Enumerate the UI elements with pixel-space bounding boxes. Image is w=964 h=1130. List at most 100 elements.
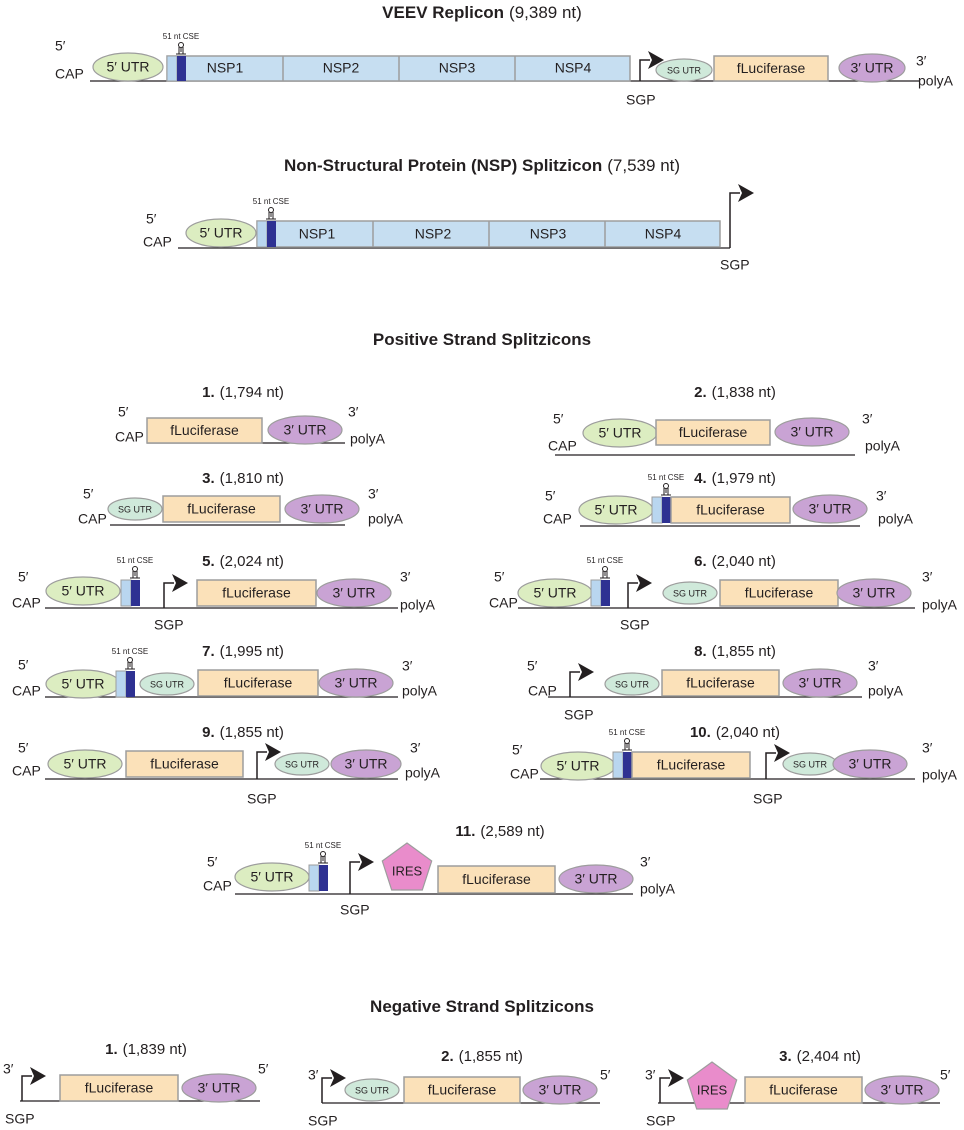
utr-label: 3′ UTR bbox=[300, 501, 343, 517]
cse-light bbox=[651, 496, 663, 524]
heading-bold: 3. bbox=[779, 1048, 792, 1065]
end-label: polyA bbox=[400, 597, 436, 613]
gene-box bbox=[146, 417, 263, 444]
heading: 4. (1,979 nt) bbox=[694, 470, 776, 487]
end-label: 5′ bbox=[18, 569, 29, 585]
gene-label: fLuciferase bbox=[657, 757, 726, 773]
end-label: CAP bbox=[489, 595, 518, 611]
heading: 7. (1,995 nt) bbox=[202, 643, 284, 660]
cse-light bbox=[256, 220, 268, 248]
cse-label: 51 nt CSE bbox=[587, 556, 623, 565]
heading-bold: 11. bbox=[455, 823, 475, 840]
utr bbox=[836, 578, 912, 608]
sgp-arrowhead bbox=[330, 1069, 346, 1087]
gene-box bbox=[631, 751, 751, 779]
segment-label: NSP3 bbox=[439, 60, 476, 76]
cse-hairpin bbox=[176, 47, 186, 55]
utr-label: 5′ UTR bbox=[61, 583, 104, 599]
gene-label: fLuciferase bbox=[170, 422, 239, 438]
heading-bold: Non-Structural Protein (NSP) Splitzicon bbox=[284, 156, 602, 175]
gene-box bbox=[162, 495, 281, 523]
end-label: 3′ bbox=[922, 569, 933, 585]
cse-light bbox=[308, 864, 320, 892]
utr-label: 5′ UTR bbox=[61, 676, 104, 692]
cse-dark bbox=[319, 865, 328, 891]
heading: 5. (2,024 nt) bbox=[202, 553, 284, 570]
utr-label: 3′ UTR bbox=[880, 1082, 923, 1098]
heading: Non-Structural Protein (NSP) Splitzicon (… bbox=[284, 156, 680, 175]
utr bbox=[45, 576, 121, 606]
gene-box bbox=[403, 1076, 521, 1104]
end-label: polyA bbox=[402, 683, 438, 699]
end-label: polyA bbox=[405, 765, 441, 781]
heading-length: (2,040 nt) bbox=[716, 724, 780, 741]
utr-label: 5′ UTR bbox=[250, 869, 293, 885]
end-label: 5′ bbox=[545, 488, 556, 504]
end-label: 5′ bbox=[940, 1067, 951, 1083]
heading-bold: VEEV Replicon bbox=[382, 3, 504, 22]
segment-label: NSP4 bbox=[555, 60, 592, 76]
cse-hairpin bbox=[130, 571, 140, 579]
heading: Positive Strand Splitzicons bbox=[373, 330, 591, 349]
sgp-label: SGP bbox=[308, 1113, 338, 1129]
heading-bold: 5. bbox=[202, 553, 215, 570]
heading: 3. (2,404 nt) bbox=[779, 1048, 861, 1065]
utr bbox=[107, 497, 163, 521]
end-label: CAP bbox=[548, 438, 577, 454]
gene-label: fLuciferase bbox=[224, 675, 293, 691]
cse-hairpin bbox=[266, 212, 276, 220]
end-label: 3′ bbox=[876, 488, 887, 504]
utr-label: SG UTR bbox=[355, 1085, 390, 1095]
end-label: CAP bbox=[115, 429, 144, 445]
end-label: CAP bbox=[78, 511, 107, 527]
heading-length: (1,979 nt) bbox=[712, 470, 776, 487]
utr-label: SG UTR bbox=[285, 759, 320, 769]
sgp-arrow bbox=[569, 671, 580, 697]
utr-label: 5′ UTR bbox=[533, 585, 576, 601]
gene-label: fLuciferase bbox=[462, 871, 531, 887]
utr-label: 3′ UTR bbox=[344, 756, 387, 772]
utr-label: 3′ UTR bbox=[848, 756, 891, 772]
sgp-arrow bbox=[729, 192, 740, 248]
utr bbox=[558, 864, 634, 894]
ires-label: IRES bbox=[697, 1082, 728, 1097]
end-label: 3′ bbox=[368, 486, 379, 502]
utr-label: 3′ UTR bbox=[852, 585, 895, 601]
utr-label: 3′ UTR bbox=[283, 422, 326, 438]
end-label: CAP bbox=[12, 683, 41, 699]
segment-label: NSP2 bbox=[415, 226, 452, 242]
utr bbox=[655, 58, 713, 82]
gene-label: fLuciferase bbox=[769, 1082, 838, 1098]
gene-label: fLuciferase bbox=[679, 424, 748, 440]
cse-loop bbox=[624, 738, 630, 744]
gene-box bbox=[196, 579, 317, 607]
cse-hairpin bbox=[600, 571, 610, 579]
utr bbox=[185, 218, 257, 248]
segment-label: NSP1 bbox=[299, 226, 336, 242]
sgp-arrow bbox=[659, 1077, 670, 1103]
sgp-label: SGP bbox=[620, 617, 650, 633]
utr bbox=[318, 668, 394, 698]
utr bbox=[838, 53, 906, 83]
end-label: CAP bbox=[12, 763, 41, 779]
end-label: 5′ bbox=[118, 404, 129, 420]
sgp-arrowhead bbox=[774, 744, 790, 762]
utr bbox=[139, 672, 195, 696]
cse-dark bbox=[126, 671, 135, 697]
utr-label: SG UTR bbox=[673, 588, 708, 598]
utr bbox=[832, 749, 908, 779]
sgp-arrow bbox=[349, 861, 360, 894]
cse-dark bbox=[131, 580, 140, 606]
utr-label: 3′ UTR bbox=[808, 501, 851, 517]
cse-label: 51 nt CSE bbox=[648, 473, 684, 482]
cse-dark bbox=[623, 752, 632, 778]
end-label: 3′ bbox=[348, 404, 359, 420]
sgp-arrowhead bbox=[172, 574, 188, 592]
heading-bold: 1. bbox=[202, 384, 215, 401]
utr bbox=[662, 581, 718, 605]
end-label: 5′ bbox=[18, 657, 29, 673]
cse-dark bbox=[177, 56, 186, 81]
heading: 2. (1,855 nt) bbox=[441, 1048, 523, 1065]
sgp-arrow bbox=[256, 751, 267, 779]
cse-hairpin bbox=[318, 856, 328, 864]
